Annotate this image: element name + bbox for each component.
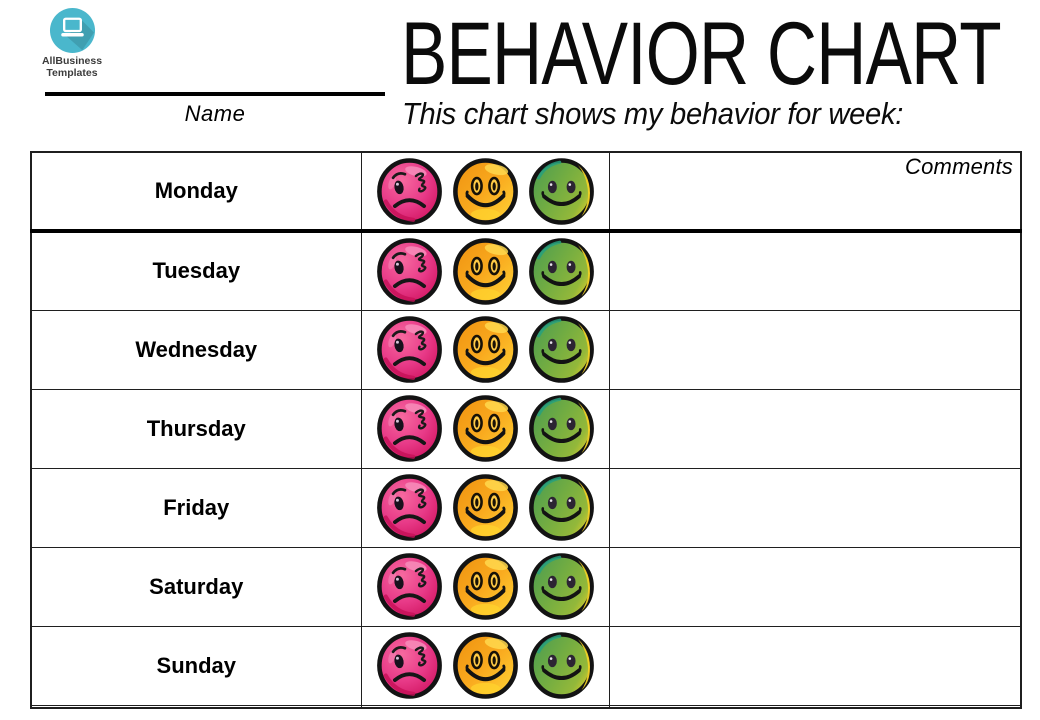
behavior-table: Monday Comments Tuesday — [30, 151, 1022, 709]
sad-face-icon[interactable] — [373, 234, 446, 309]
table-bottom-strip — [30, 704, 1022, 709]
sad-face-icon[interactable] — [373, 470, 446, 545]
faces-cell — [360, 388, 610, 469]
neutral-face-icon[interactable] — [449, 312, 522, 387]
mood-options — [362, 391, 609, 466]
day-cell: Tuesday — [30, 230, 362, 311]
faces-cell — [360, 625, 610, 706]
mood-options — [362, 154, 609, 229]
happy-face-icon[interactable] — [525, 312, 598, 387]
logo-text-line2: Templates — [46, 67, 98, 79]
comments-cell[interactable] — [608, 388, 1022, 469]
happy-face-icon[interactable] — [525, 628, 598, 703]
neutral-face-icon[interactable] — [449, 234, 522, 309]
sad-face-icon[interactable] — [373, 312, 446, 387]
faces-cell — [360, 309, 610, 390]
comments-cell[interactable] — [608, 546, 1022, 627]
neutral-face-icon[interactable] — [449, 470, 522, 545]
sad-face-icon[interactable] — [373, 549, 446, 624]
day-label: Friday — [163, 494, 230, 520]
happy-face-icon[interactable] — [525, 234, 598, 309]
day-cell: Sunday — [30, 625, 362, 706]
table-row: Thursday — [30, 388, 1022, 469]
sad-face-icon[interactable] — [373, 154, 446, 229]
day-label: Monday — [154, 178, 238, 203]
happy-face-icon[interactable] — [525, 391, 598, 466]
comments-cell[interactable]: Comments — [608, 151, 1022, 233]
faces-cell — [360, 230, 610, 311]
comments-cell[interactable] — [608, 467, 1022, 548]
name-label: Name — [184, 101, 246, 126]
day-label: Saturday — [149, 573, 244, 599]
day-cell: Saturday — [30, 546, 362, 627]
comments-cell[interactable] — [608, 625, 1022, 706]
day-cell: Monday — [30, 151, 362, 233]
laptop-logo-icon — [49, 7, 95, 54]
mood-options — [362, 312, 609, 387]
comments-header: Comments — [905, 154, 1013, 179]
neutral-face-icon[interactable] — [449, 549, 522, 624]
neutral-face-icon[interactable] — [449, 391, 522, 466]
neutral-face-icon[interactable] — [449, 628, 522, 703]
day-cell: Wednesday — [30, 309, 362, 390]
day-label: Thursday — [146, 415, 246, 441]
table-row: Saturday — [30, 546, 1022, 627]
table-row: Friday — [30, 467, 1022, 548]
mood-options — [362, 470, 609, 545]
happy-face-icon[interactable] — [525, 154, 598, 229]
table-row: Sunday — [30, 625, 1022, 706]
faces-cell — [360, 546, 610, 627]
happy-face-icon[interactable] — [525, 470, 598, 545]
comments-cell[interactable] — [608, 230, 1022, 311]
page-title: BEHAVIOR CHART — [401, 3, 1002, 103]
neutral-face-icon[interactable] — [449, 154, 522, 229]
allbusiness-logo: AllBusiness Templates — [28, 7, 116, 78]
sad-face-icon[interactable] — [373, 628, 446, 703]
day-label: Tuesday — [152, 258, 241, 284]
day-cell: Thursday — [30, 388, 362, 469]
faces-cell — [360, 151, 610, 233]
mood-options — [362, 234, 609, 309]
mood-options — [362, 549, 609, 624]
happy-face-icon[interactable] — [525, 549, 598, 624]
table-row: Tuesday — [30, 230, 1022, 311]
name-fill-line[interactable] — [45, 92, 385, 96]
table-row: Wednesday — [30, 309, 1022, 390]
day-label: Sunday — [156, 652, 236, 678]
day-cell: Friday — [30, 467, 362, 548]
sad-face-icon[interactable] — [373, 391, 446, 466]
faces-cell — [360, 467, 610, 548]
comments-cell[interactable] — [608, 309, 1022, 390]
page-subtitle: This chart shows my behavior for week: — [402, 96, 904, 131]
day-label: Wednesday — [135, 336, 258, 362]
table-row: Monday Comments — [30, 151, 1022, 233]
logo-text-line1: AllBusiness — [41, 55, 103, 67]
mood-options — [362, 628, 609, 703]
